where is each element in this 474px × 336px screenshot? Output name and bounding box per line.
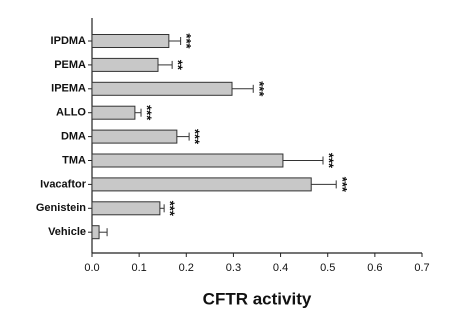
bar [91, 201, 161, 216]
significance-label: *** [188, 129, 203, 145]
y-tick-label: PEMA [54, 59, 86, 71]
bar [91, 57, 159, 72]
y-tick-label: Vehicle [48, 226, 86, 238]
bar [91, 105, 136, 120]
y-tick-label: Genistein [36, 202, 86, 214]
significance-label: *** [140, 105, 155, 121]
x-tick-label: 0.4 [273, 262, 288, 274]
bar [91, 225, 100, 240]
x-axis-title: CFTR activity [203, 289, 312, 308]
significance-label: *** [179, 33, 194, 49]
x-tick-label: 0.5 [320, 262, 335, 274]
bar [91, 81, 233, 96]
x-tick-label: 0.6 [367, 262, 382, 274]
bar [91, 34, 170, 48]
significance-label: *** [252, 81, 267, 97]
significance-label: *** [163, 201, 178, 217]
y-tick-label: IPDMA [51, 35, 87, 47]
y-tick-label: TMA [62, 154, 86, 166]
bar [91, 153, 284, 168]
y-tick-label: ALLO [56, 107, 86, 119]
significance-label: *** [322, 153, 337, 169]
x-tick-label: 0.3 [226, 262, 241, 274]
significance-label: ** [171, 60, 186, 71]
significance-label: *** [335, 177, 350, 193]
y-tick-label: Ivacaftor [40, 178, 87, 190]
bar [91, 177, 312, 192]
y-tick-label: DMA [61, 131, 86, 143]
x-tick-label: 0.2 [179, 262, 194, 274]
x-tick-label: 0.1 [131, 262, 146, 274]
bar [91, 129, 178, 144]
x-tick-label: 0.7 [414, 262, 429, 274]
y-tick-label: IPEMA [51, 83, 86, 95]
x-tick-label: 0.0 [84, 262, 99, 274]
